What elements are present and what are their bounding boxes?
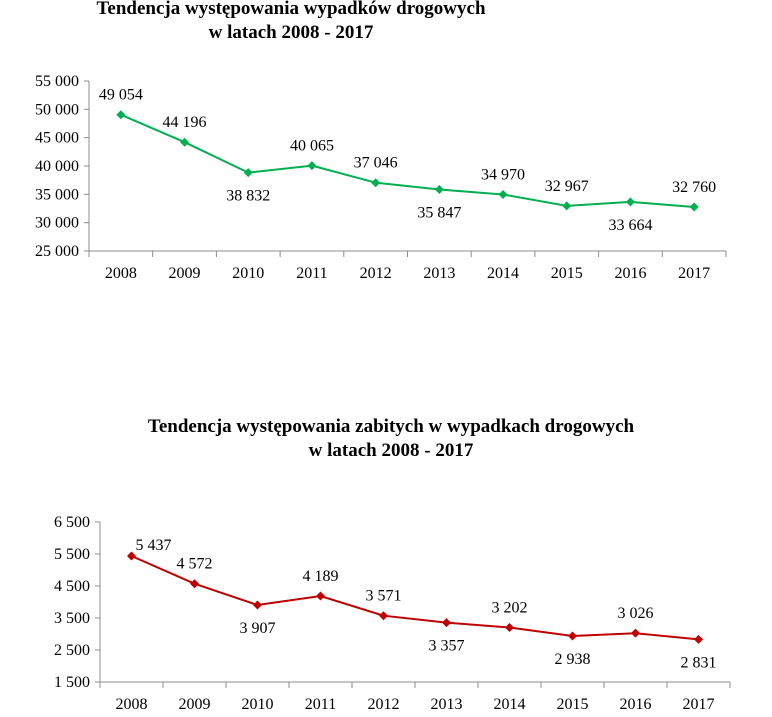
x-tick-label: 2012 (368, 696, 400, 713)
x-tick-label: 2012 (360, 265, 392, 282)
data-point-marker (498, 190, 508, 200)
data-point-marker (243, 168, 253, 178)
data-label: 40 065 (290, 138, 334, 155)
data-point-marker (307, 161, 317, 171)
x-tick-label: 2009 (179, 696, 211, 713)
chart-1-series-line (120, 113, 695, 208)
data-point-marker (505, 623, 514, 633)
x-tick-label: 2013 (431, 696, 463, 713)
data-point-marker (442, 618, 451, 628)
chart-2-title-line1: Tendencja występowania zabitych w wypadk… (147, 416, 635, 437)
data-point-marker (379, 611, 388, 621)
y-tick-label: 1 500 (54, 674, 90, 691)
x-tick-label: 2008 (105, 265, 137, 282)
data-point-marker (116, 110, 126, 120)
data-label: 33 664 (608, 217, 652, 234)
data-point-marker (371, 178, 381, 188)
y-tick-label: 5 500 (54, 546, 90, 563)
x-tick-label: 2017 (678, 265, 710, 282)
data-point-marker (562, 201, 572, 211)
y-tick-label: 3 500 (54, 610, 90, 627)
data-point-marker (180, 137, 190, 147)
data-label: 49 054 (99, 87, 143, 104)
chart-1-accidents: 25 000 30 000 35 000 40 000 45 000 50 000 55 0… (35, 73, 727, 282)
data-label: 3 571 (366, 588, 402, 605)
data-point-marker (631, 628, 640, 638)
y-tick-label: 40 000 (35, 158, 79, 175)
y-tick-label: 45 000 (35, 130, 79, 147)
data-label: 32 760 (672, 179, 716, 196)
y-tick-label: 25 000 (35, 243, 79, 260)
data-label: 3 202 (492, 600, 528, 617)
x-tick-label: 2015 (551, 265, 583, 282)
data-point-marker (625, 197, 635, 207)
chart-2-title-line2: w latach 2008 - 2017 (308, 440, 474, 461)
data-label: 3 907 (240, 620, 276, 637)
data-label: 38 832 (226, 188, 270, 205)
x-tick-label: 2013 (423, 265, 455, 282)
data-point-marker (253, 600, 262, 610)
y-tick-label: 35 000 (35, 186, 79, 203)
x-tick-label: 2011 (305, 696, 336, 713)
x-tick-label: 2010 (242, 696, 274, 713)
x-tick-label: 2008 (116, 696, 148, 713)
data-label: 44 196 (163, 114, 207, 131)
data-point-marker (434, 185, 444, 195)
x-tick-label: 2016 (620, 696, 652, 713)
x-tick-label: 2009 (169, 265, 201, 282)
data-point-marker (190, 579, 199, 589)
data-label: 4 189 (303, 568, 339, 585)
y-tick-label: 50 000 (35, 101, 79, 118)
data-point-marker (689, 202, 699, 212)
data-point-marker (127, 551, 136, 561)
y-tick-label: 6 500 (54, 514, 90, 531)
data-label: 4 572 (177, 556, 213, 573)
data-point-marker (694, 634, 703, 644)
data-label: 2 831 (681, 654, 717, 671)
y-tick-label: 55 000 (35, 73, 79, 90)
chart-1-title-line2: w latach 2008 - 2017 (208, 22, 374, 43)
y-tick-label: 30 000 (35, 215, 79, 232)
x-tick-label: 2015 (557, 696, 589, 713)
chart-2-series-line (131, 555, 699, 641)
data-label: 34 970 (481, 167, 525, 184)
data-label: 2 938 (555, 651, 591, 668)
chart-1-title: Tendencja występowania wypadków drogowyc… (0, 0, 677, 45)
data-label: 5 437 (136, 537, 172, 554)
data-label: 32 967 (545, 178, 589, 195)
x-tick-label: 2016 (614, 265, 646, 282)
x-tick-label: 2014 (487, 265, 519, 282)
data-label: 3 026 (618, 605, 654, 622)
data-label: 3 357 (429, 638, 465, 655)
data-label: 37 046 (354, 155, 398, 172)
chart-2-title: Tendencja występowania zabitych w wypadk… (5, 415, 772, 463)
chart-1-title-line1: Tendencja występowania wypadków drogowyc… (96, 0, 486, 19)
x-tick-label: 2011 (296, 265, 327, 282)
data-point-marker (568, 631, 577, 641)
x-tick-label: 2017 (683, 696, 715, 713)
x-tick-label: 2010 (232, 265, 264, 282)
y-tick-label: 2 500 (54, 642, 90, 659)
y-tick-label: 4 500 (54, 578, 90, 595)
data-label: 35 847 (417, 205, 461, 222)
data-point-marker (316, 591, 325, 601)
x-tick-label: 2014 (494, 696, 526, 713)
